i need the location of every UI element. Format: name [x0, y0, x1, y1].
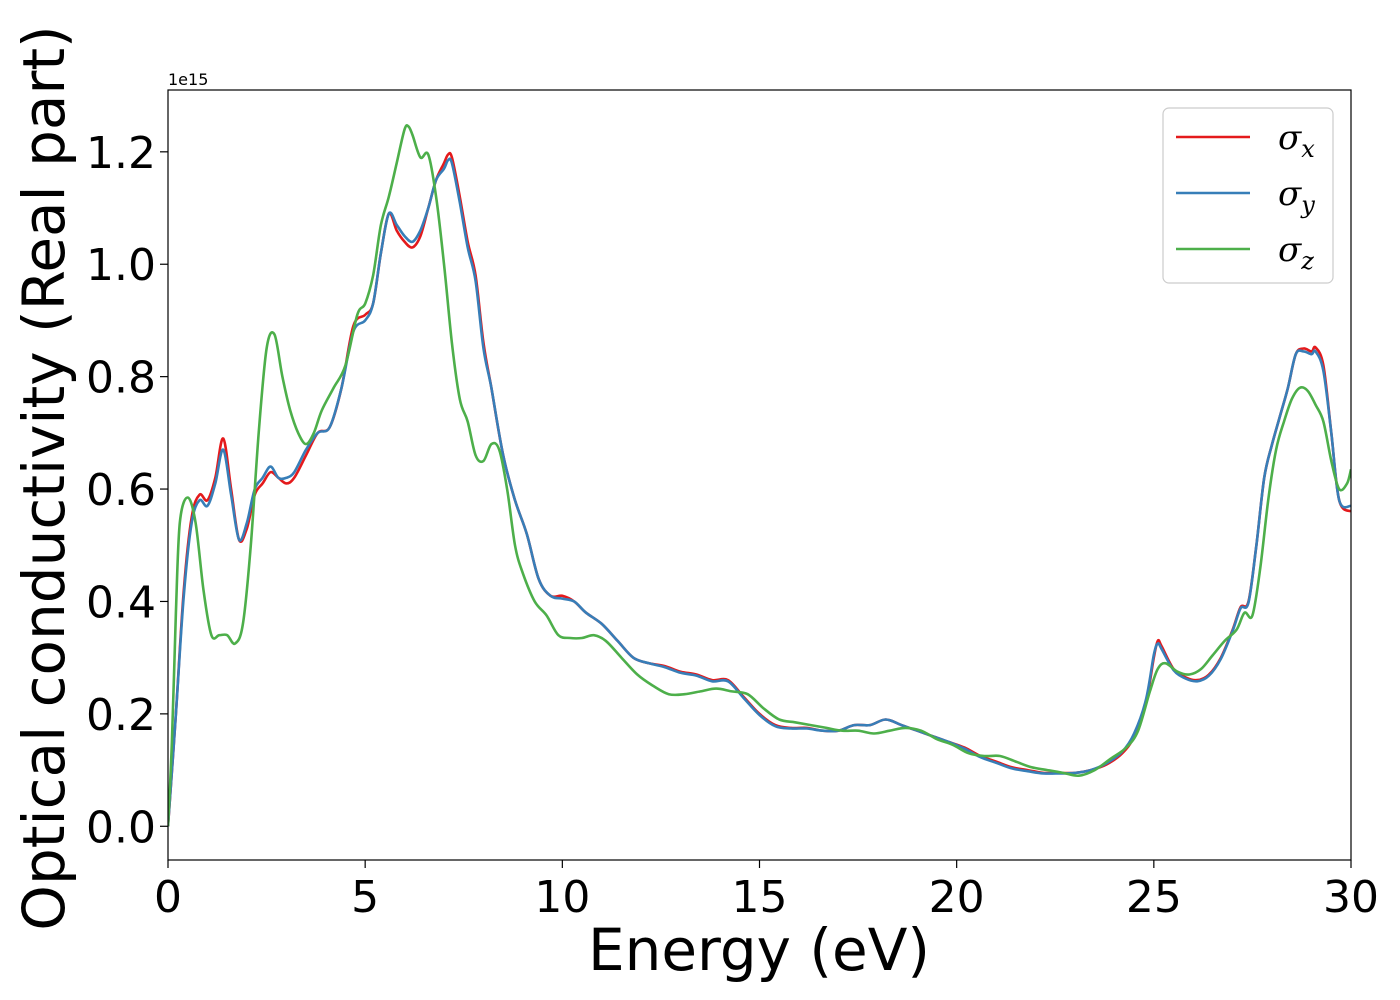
x-axis: 0 5 10 15 20 25 30: [154, 860, 1379, 923]
y-tick-label: 0.0: [86, 802, 156, 853]
x-tick-label: 5: [351, 872, 379, 923]
y-tick-label: 1.2: [86, 128, 156, 179]
x-tick-label: 30: [1323, 872, 1379, 923]
legend-label-y: σy: [1278, 174, 1315, 219]
x-tick-label: 25: [1126, 872, 1182, 923]
legend-box: [1162, 107, 1334, 284]
y-offset-text: 1e15: [168, 70, 208, 89]
x-tick-label: 10: [534, 872, 590, 923]
series-group: [168, 124, 1351, 827]
y-tick-label: 0.2: [86, 690, 156, 741]
legend: σx σy σz: [1162, 107, 1334, 284]
y-tick-label: 0.4: [86, 577, 156, 628]
series-line-y: [168, 157, 1351, 827]
legend-label-z: σz: [1278, 230, 1314, 275]
series-line-z: [168, 124, 1351, 827]
y-axis: 0.0 0.2 0.4 0.6 0.8 1.0 1.2: [86, 128, 168, 853]
y-tick-label: 0.6: [86, 465, 156, 516]
y-axis-title: Optical conductivity (Real part): [10, 25, 78, 930]
x-tick-label: 0: [154, 872, 182, 923]
legend-label-x: σx: [1278, 118, 1315, 163]
y-tick-label: 0.8: [86, 353, 156, 404]
x-tick-label: 20: [929, 872, 985, 923]
x-axis-title: Energy (eV): [588, 916, 930, 984]
x-tick-label: 15: [732, 872, 788, 923]
y-tick-label: 1.0: [86, 240, 156, 291]
